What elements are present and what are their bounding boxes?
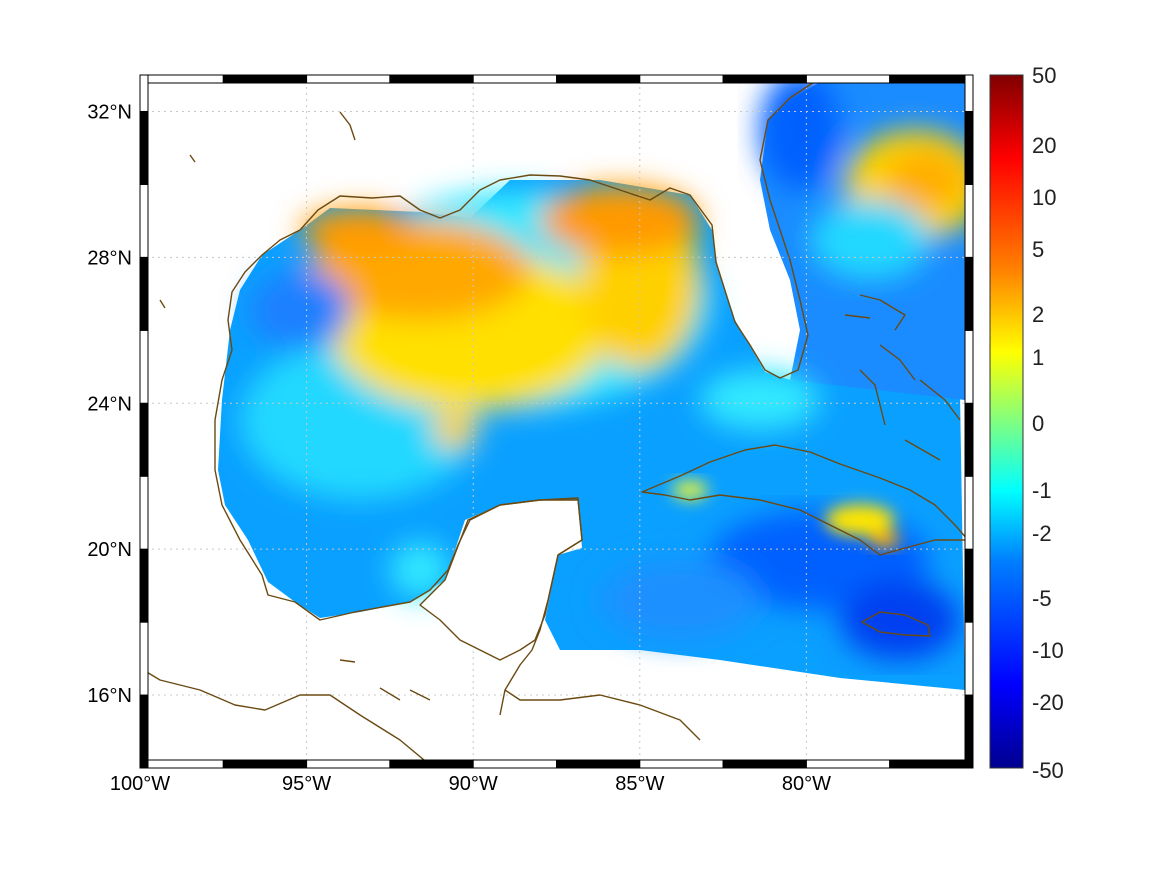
colorbar-tick-label: -20 [1032,690,1064,715]
frame-segment-left [139,329,149,404]
colorbar-tick-label: 5 [1032,237,1044,262]
frame-segment-bottom [222,759,308,769]
latitude-tick-label: 28°N [87,247,132,269]
frame-segment-top [556,74,641,84]
frame-segment-top [222,74,308,84]
frame-segment-left [139,74,149,112]
frame-segment-top [639,74,724,84]
graticule [139,75,973,768]
longitude-labels: 100°W 95°W 90°W 85°W 80°W [110,773,831,795]
mexico-us-coast [214,229,583,716]
longitude-tick-label: 80°W [782,773,831,795]
frame-segment-right [964,548,974,623]
frame-segment-bottom [556,759,641,769]
frame-outline [139,74,974,769]
anomaly-field [218,75,973,690]
frame-segment-left [139,694,149,769]
colorbar-gradient [989,74,1024,769]
colorbar-tick-label: 20 [1032,133,1056,158]
frame-segment-left [139,110,149,185]
frame-segment-bottom [722,759,807,769]
frame-segment-left [139,256,149,331]
frame-segment-right [964,694,974,769]
longitude-tick-label: 90°W [449,773,498,795]
frame-segment-left [139,475,149,550]
frame-segment-bottom [639,759,724,769]
colorbar-tick-label: -1 [1032,478,1052,503]
frame-segment-right [964,256,974,331]
frame-segment-right [964,475,974,550]
frame-segment-top [306,74,391,84]
coastlines [139,77,969,766]
map-frame [139,74,974,769]
bahamas-coast [844,294,961,461]
central-america-coast [139,667,701,766]
latitude-tick-label: 32°N [87,101,132,123]
frame-segment-bottom [389,759,474,769]
frame-segment-top [472,74,558,84]
jamaica-coast [861,611,931,637]
frame-segment-left [139,402,149,477]
frame-segment-right [964,621,974,696]
frame-segment-left [139,621,149,696]
longitude-tick-label: 85°W [615,773,664,795]
frame-segment-bottom [805,759,891,769]
colorbar-tick-label: -10 [1032,638,1064,663]
longitude-tick-label: 95°W [282,773,331,795]
frame-segment-right [964,110,974,185]
colorbar-tick-label: -2 [1032,521,1052,546]
frame-segment-bottom [889,759,974,769]
latitude-tick-label: 24°N [87,393,132,415]
colorbar-tick-label: 10 [1032,185,1056,210]
small-islands [159,111,431,701]
longitude-tick-label: 100°W [110,773,170,795]
frame-segment-top [139,74,224,84]
latitude-tick-label: 16°N [87,685,132,707]
frame-segment-top [722,74,807,84]
frame-segment-right [964,329,974,404]
frame-segment-right [964,183,974,258]
colorbar-tick-label: 1 [1032,345,1044,370]
latitude-tick-label: 20°N [87,539,132,561]
latitude-labels: 16°N 20°N 24°N 28°N 32°N [87,101,132,707]
frame-segment-left [139,548,149,623]
frame-segment-top [805,74,891,84]
colorbar-tick-label: -5 [1032,586,1052,611]
colorbar-tick-label: 0 [1032,411,1044,436]
colorbar-tick-label: 2 [1032,302,1044,327]
frame-segment-right [964,402,974,477]
frame-segment-top [389,74,474,84]
frame-segment-bottom [306,759,391,769]
colorbar-tick-label: 50 [1032,63,1056,88]
colorbar-tick-label: -50 [1032,758,1064,783]
frame-segment-right [964,74,974,112]
frame-segment-left [139,183,149,258]
frame-segment-bottom [472,759,558,769]
us-gulf-coast [299,77,821,379]
frame-segment-bottom [139,759,224,769]
frame-segment-top [889,74,974,84]
